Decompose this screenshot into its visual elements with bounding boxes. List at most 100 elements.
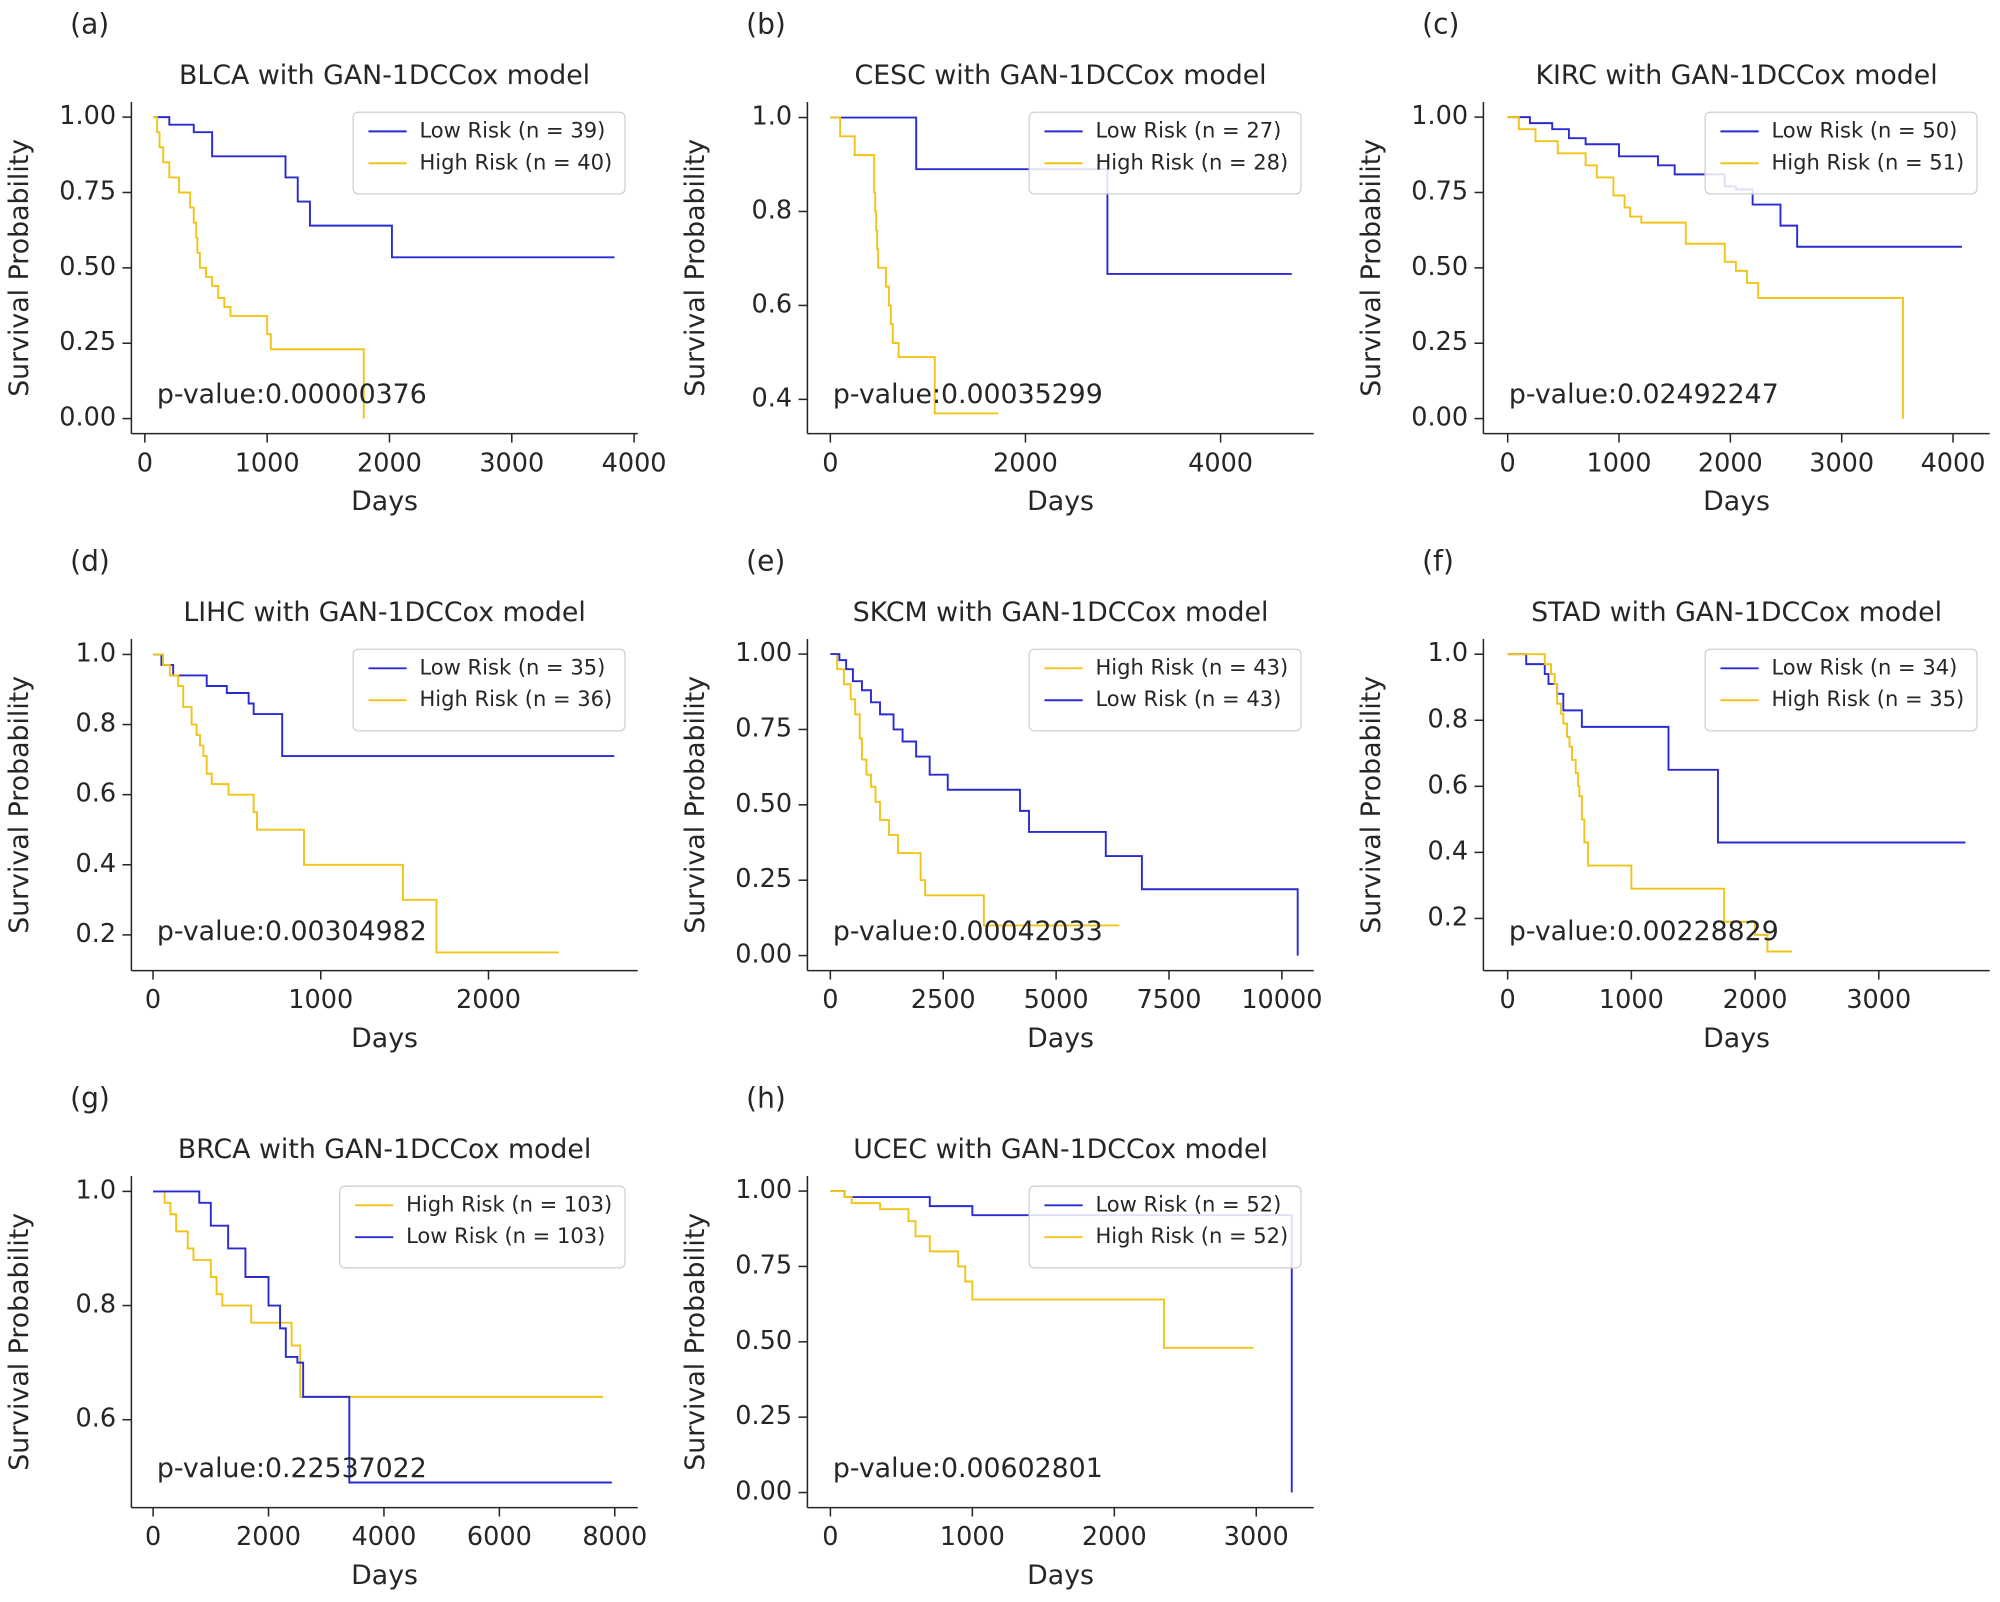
x-tick-label: 0 xyxy=(137,448,153,478)
panel: (e) SKCM with GAN-1DCCox model Days Surviva… xyxy=(680,544,1323,1054)
x-tick-label: 4000 xyxy=(1188,448,1253,478)
y-tick-label: 1.00 xyxy=(1411,101,1468,131)
legend-box xyxy=(1028,648,1302,732)
y-tick-label: 0.25 xyxy=(735,1401,792,1431)
x-tick-label: 0 xyxy=(145,985,161,1015)
x-tick-label: 0 xyxy=(822,448,838,478)
x-tick-label: 2000 xyxy=(1723,985,1788,1015)
panel-label: (h) xyxy=(746,1081,786,1114)
x-tick-label: 2000 xyxy=(357,448,422,478)
panel: (b) CESC with GAN-1DCCox model Days Surviva… xyxy=(680,8,1314,517)
legend: Low Risk (n = 50) High Risk (n = 51) xyxy=(1704,111,1978,195)
legend-box xyxy=(352,648,626,732)
panel: (a) BLCA with GAN-1DCCox model Days Surviva… xyxy=(4,8,667,518)
survival-curve xyxy=(830,653,1120,927)
x-axis-label: Days xyxy=(1027,486,1094,517)
legend-box xyxy=(339,1185,626,1269)
y-tick-label: 0.00 xyxy=(59,403,116,433)
legend-label: Low Risk (n = 52) xyxy=(1095,1191,1281,1216)
p-value-annotation: p-value:0.02492247 xyxy=(1509,379,1779,410)
x-tick-label: 2500 xyxy=(911,985,976,1015)
y-tick-label: 1.0 xyxy=(1428,638,1469,668)
x-tick-label: 2000 xyxy=(456,985,521,1015)
legend-label: High Risk (n = 40) xyxy=(419,149,612,174)
y-tick-label: 0.50 xyxy=(735,1326,792,1356)
chart-title: KIRC with GAN-1DCCox model xyxy=(1535,60,1937,91)
y-tick-label: 0.2 xyxy=(1428,902,1469,932)
y-tick-label: 1.00 xyxy=(735,1175,792,1205)
p-value-annotation: p-value:0.00000376 xyxy=(157,379,427,410)
y-axis-label: Survival Probability xyxy=(4,676,35,934)
legend-box xyxy=(1028,1185,1302,1269)
y-tick-label: 0.50 xyxy=(735,789,792,819)
legend-label: Low Risk (n = 50) xyxy=(1771,117,1957,142)
x-tick-label: 2000 xyxy=(993,448,1058,478)
legend-label: High Risk (n = 35) xyxy=(1771,686,1964,711)
legend-label: Low Risk (n = 39) xyxy=(419,117,605,142)
legend-label: Low Risk (n = 34) xyxy=(1771,654,1957,679)
y-tick-label: 1.0 xyxy=(752,102,793,132)
panel: (h) UCEC with GAN-1DCCox model Days Surviva… xyxy=(680,1081,1314,1591)
chart-title: UCEC with GAN-1DCCox model xyxy=(853,1134,1268,1165)
y-tick-label: 0.6 xyxy=(76,779,117,809)
x-axis-label: Days xyxy=(1703,486,1770,517)
y-tick-label: 0.8 xyxy=(752,195,793,225)
y-axis-label: Survival Probability xyxy=(680,676,711,934)
x-axis-label: Days xyxy=(1027,1023,1094,1054)
y-tick-label: 1.00 xyxy=(735,638,792,668)
x-tick-label: 0 xyxy=(145,1522,161,1552)
y-axis-label: Survival Probability xyxy=(1356,139,1387,397)
panel-label: (g) xyxy=(70,1081,110,1114)
y-tick-label: 0.00 xyxy=(735,1477,792,1507)
y-tick-label: 0.50 xyxy=(1411,252,1468,282)
y-tick-label: 0.8 xyxy=(76,1290,117,1320)
survival-curve xyxy=(830,653,1299,956)
x-tick-label: 0 xyxy=(1500,985,1516,1015)
x-axis-label: Days xyxy=(1027,1560,1094,1591)
legend-box xyxy=(352,111,626,195)
y-tick-label: 0.6 xyxy=(1428,770,1469,800)
x-tick-label: 0 xyxy=(1500,448,1516,478)
survival-curve xyxy=(153,116,365,419)
y-tick-label: 0.25 xyxy=(1411,327,1468,357)
y-tick-label: 1.00 xyxy=(59,101,116,131)
y-tick-label: 0.50 xyxy=(59,252,116,282)
x-axis-label: Days xyxy=(351,1023,418,1054)
legend-box xyxy=(1028,111,1302,195)
survival-curve xyxy=(1507,653,1793,953)
y-axis-label: Survival Probability xyxy=(680,139,711,397)
p-value-annotation: p-value:0.00602801 xyxy=(833,1453,1103,1484)
y-tick-label: 0.25 xyxy=(735,864,792,894)
y-tick-label: 0.8 xyxy=(76,709,117,739)
legend: High Risk (n = 103) Low Risk (n = 103) xyxy=(339,1185,626,1269)
panel-label: (b) xyxy=(746,8,786,41)
panel: (f) STAD with GAN-1DCCox model Days Surviva… xyxy=(1356,544,1990,1054)
panel-label: (d) xyxy=(70,544,110,577)
survival-curve xyxy=(830,116,999,415)
legend-label: Low Risk (n = 35) xyxy=(419,654,605,679)
legend-label: Low Risk (n = 27) xyxy=(1095,117,1281,142)
p-value-annotation: p-value:0.22537022 xyxy=(157,1453,427,1484)
x-tick-label: 3000 xyxy=(1809,448,1874,478)
legend: Low Risk (n = 52) High Risk (n = 52) xyxy=(1028,1185,1302,1269)
x-tick-label: 4000 xyxy=(602,448,667,478)
legend-box xyxy=(1704,111,1978,195)
x-tick-label: 1000 xyxy=(288,985,353,1015)
y-tick-label: 0.75 xyxy=(735,1250,792,1280)
legend: Low Risk (n = 35) High Risk (n = 36) xyxy=(352,648,626,732)
survival-curve xyxy=(153,653,559,954)
x-tick-label: 1000 xyxy=(1599,985,1664,1015)
chart-title: LIHC with GAN-1DCCox model xyxy=(183,597,585,628)
x-axis-label: Days xyxy=(351,1560,418,1591)
p-value-annotation: p-value:0.00042033 xyxy=(833,916,1103,947)
y-tick-label: 0.8 xyxy=(1428,704,1469,734)
x-axis-label: Days xyxy=(1703,1023,1770,1054)
x-tick-label: 0 xyxy=(822,985,838,1015)
survival-curve xyxy=(153,1190,604,1398)
legend: Low Risk (n = 34) High Risk (n = 35) xyxy=(1704,648,1978,732)
survival-curve xyxy=(1507,116,1904,419)
panel: (g) BRCA with GAN-1DCCox model Days Surviva… xyxy=(4,1081,647,1591)
legend-label: High Risk (n = 43) xyxy=(1095,654,1288,679)
